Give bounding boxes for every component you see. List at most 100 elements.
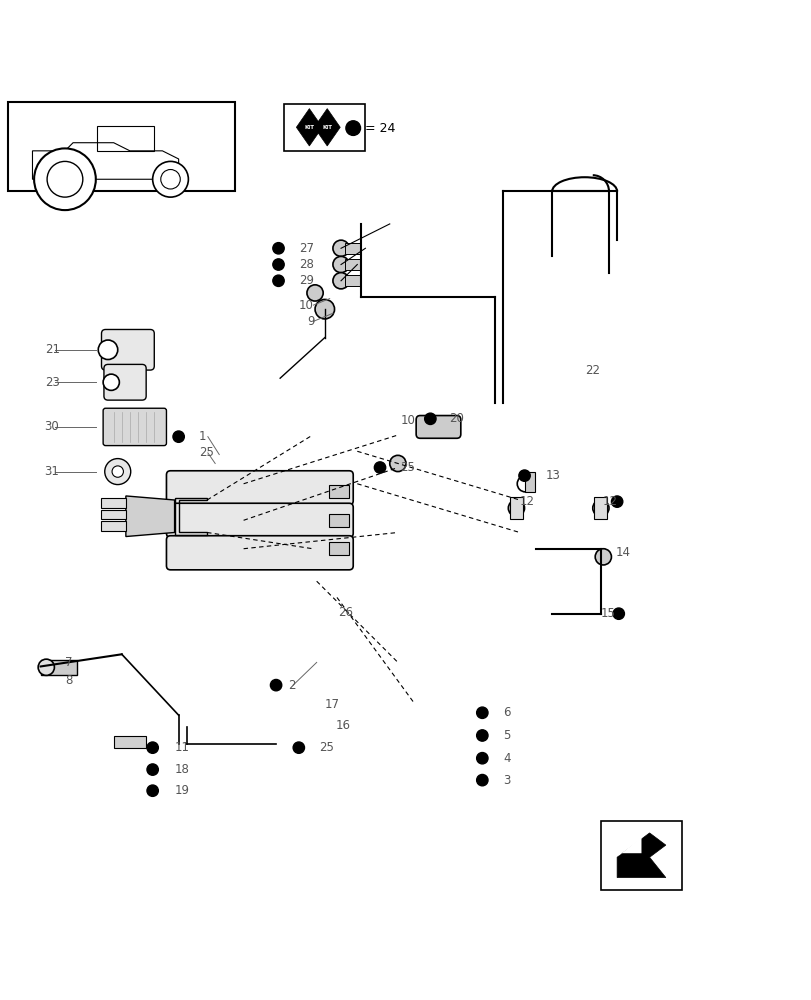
Bar [41, 660, 77, 675]
Text: 8: 8 [65, 674, 72, 687]
Text: 10: 10 [298, 299, 313, 312]
Circle shape [594, 549, 611, 565]
Bar [101, 498, 126, 508]
Circle shape [147, 785, 158, 796]
Text: 27: 27 [298, 242, 313, 255]
Circle shape [293, 742, 304, 753]
Text: 30: 30 [45, 420, 59, 433]
Text: = 24: = 24 [365, 122, 395, 135]
Text: 21: 21 [45, 343, 59, 356]
Text: 14: 14 [615, 546, 629, 559]
Text: 25: 25 [199, 446, 213, 459]
Text: 22: 22 [584, 364, 599, 377]
Circle shape [38, 659, 54, 675]
Circle shape [476, 753, 487, 764]
Circle shape [476, 730, 487, 741]
Circle shape [518, 470, 530, 481]
Polygon shape [618, 837, 641, 856]
Bar [114, 736, 146, 748]
Circle shape [272, 243, 284, 254]
Circle shape [98, 340, 118, 360]
Bar [328, 542, 349, 555]
Text: 4: 4 [503, 752, 510, 765]
Circle shape [272, 275, 284, 286]
Bar [284, 104, 365, 151]
FancyBboxPatch shape [104, 364, 146, 400]
Polygon shape [126, 496, 174, 537]
Text: 11: 11 [174, 741, 189, 754]
Bar [328, 485, 349, 498]
Bar [328, 514, 349, 527]
Text: 5: 5 [503, 729, 510, 742]
Circle shape [333, 256, 349, 273]
FancyBboxPatch shape [166, 471, 353, 505]
Text: 9: 9 [307, 315, 314, 328]
Circle shape [147, 764, 158, 775]
Circle shape [424, 413, 436, 424]
FancyBboxPatch shape [103, 408, 166, 446]
Bar [594, 497, 607, 519]
Circle shape [508, 500, 524, 516]
Polygon shape [296, 109, 322, 146]
Circle shape [612, 608, 624, 619]
Circle shape [272, 259, 284, 270]
Circle shape [592, 500, 608, 516]
Text: 31: 31 [45, 465, 59, 478]
Text: 28: 28 [298, 258, 313, 271]
Bar [101, 510, 126, 519]
Circle shape [161, 170, 180, 189]
Text: 23: 23 [45, 376, 59, 389]
Text: 3: 3 [503, 774, 510, 787]
Text: 6: 6 [503, 706, 510, 719]
Text: KIT: KIT [304, 125, 314, 130]
Text: KIT: KIT [322, 125, 332, 130]
Text: 19: 19 [174, 784, 189, 797]
Bar [345, 275, 361, 286]
Text: 16: 16 [335, 719, 350, 732]
Circle shape [345, 121, 360, 135]
Circle shape [333, 240, 349, 256]
Bar [525, 472, 534, 492]
Circle shape [173, 431, 184, 442]
Circle shape [611, 496, 622, 507]
Text: 12: 12 [519, 495, 534, 508]
Bar [8, 102, 235, 191]
Bar [600, 821, 681, 890]
FancyBboxPatch shape [166, 503, 353, 537]
Circle shape [333, 273, 349, 289]
Text: 18: 18 [174, 763, 189, 776]
FancyBboxPatch shape [166, 536, 353, 570]
Text: 25: 25 [400, 461, 414, 474]
Bar [101, 521, 126, 531]
Text: 15: 15 [600, 607, 615, 620]
Circle shape [476, 774, 487, 786]
Text: 7: 7 [65, 656, 72, 669]
Circle shape [103, 374, 119, 390]
Circle shape [315, 299, 334, 319]
FancyBboxPatch shape [101, 329, 154, 370]
Circle shape [270, 679, 281, 691]
Bar [509, 497, 522, 519]
Text: 1: 1 [199, 430, 206, 443]
Circle shape [34, 148, 96, 210]
Circle shape [147, 742, 158, 753]
Circle shape [476, 707, 487, 718]
Text: 13: 13 [545, 469, 560, 482]
Circle shape [47, 161, 83, 197]
Bar [345, 243, 361, 254]
Bar [345, 259, 361, 270]
Text: 29: 29 [298, 274, 313, 287]
Circle shape [152, 161, 188, 197]
Circle shape [307, 285, 323, 301]
Text: 12: 12 [602, 495, 616, 508]
Text: 20: 20 [448, 412, 463, 425]
Text: 25: 25 [319, 741, 333, 754]
Circle shape [374, 462, 385, 473]
Circle shape [389, 455, 406, 472]
Circle shape [517, 476, 533, 492]
Text: 26: 26 [337, 606, 352, 619]
Text: 2: 2 [288, 679, 295, 692]
Circle shape [105, 459, 131, 485]
FancyBboxPatch shape [415, 416, 461, 438]
Text: 17: 17 [324, 698, 339, 711]
